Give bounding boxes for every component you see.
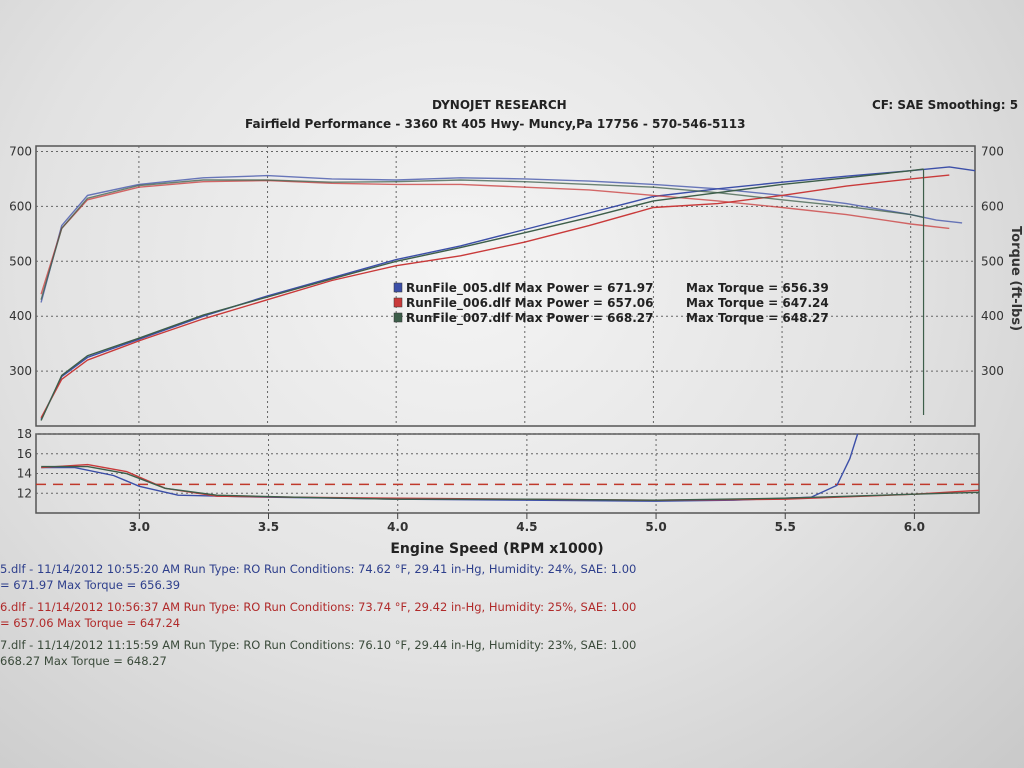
series-line-runfile-007-dlf-torque <box>40 179 924 300</box>
x-axis-label: Engine Speed (RPM x1000) <box>390 541 603 557</box>
series-line-runfile-005-dlf-power <box>40 166 976 420</box>
chart-subtitle: Fairfield Performance - 3360 Rt 405 Hwy-… <box>245 117 746 131</box>
afr-y-tick-label: 16 <box>17 447 32 461</box>
legend-swatch <box>393 297 403 308</box>
y-tick-label-left: 400 <box>9 309 32 323</box>
y-tick-label-left: 700 <box>9 144 32 158</box>
x-tick-label: 5.5 <box>775 520 796 534</box>
footer-run006-line1: 6.dlf - 11/14/2012 10:56:37 AM Run Type:… <box>0 600 637 614</box>
series-line-runfile-005-dlf-torque <box>40 174 963 303</box>
afr-y-tick-label: 14 <box>17 467 32 481</box>
afr-series-line-runfile-005-dlf <box>41 433 859 502</box>
y-tick-label-right: 600 <box>981 199 1004 213</box>
series-line-runfile-006-dlf-power <box>40 174 950 419</box>
legend-torque: Max Torque = 647.24 <box>686 296 829 310</box>
afr-series-line-runfile-007-dlf <box>41 465 980 501</box>
x-tick-label: 4.5 <box>516 520 537 534</box>
x-tick-label: 3.0 <box>129 520 150 534</box>
main-plot-frame <box>35 145 976 427</box>
y-axis-right-label: Torque (ft-lbs) <box>1008 226 1023 331</box>
y-tick-label-right: 700 <box>981 144 1004 158</box>
afr-y-tick-label: 12 <box>17 486 32 500</box>
footer-run005-line2: = 671.97 Max Torque = 656.39 <box>0 578 181 592</box>
legend-torque: Max Torque = 656.39 <box>686 281 829 295</box>
chart-title: DYNOJET RESEARCH <box>432 98 567 112</box>
settings-label: CF: SAE Smoothing: 5 <box>872 98 1019 112</box>
afr-y-tick-label: 18 <box>17 427 32 441</box>
y-tick-label-right: 400 <box>981 309 1004 323</box>
x-tick-label: 6.0 <box>904 520 925 534</box>
x-tick-label: 4.0 <box>387 520 408 534</box>
y-tick-label-right: 500 <box>981 254 1004 268</box>
x-tick-label: 5.0 <box>645 520 666 534</box>
legend-swatch <box>393 312 403 323</box>
y-tick-label-left: 300 <box>9 364 32 378</box>
legend-file-power: RunFile_006.dlf Max Power = 657.06 <box>406 296 653 311</box>
legend-torque: Max Torque = 648.27 <box>686 311 829 325</box>
y-tick-label-left: 600 <box>9 199 32 213</box>
series-line-runfile-007-dlf-power <box>40 168 924 421</box>
series-line-runfile-006-dlf-torque <box>40 179 950 295</box>
y-tick-label-left: 500 <box>9 254 32 268</box>
footer-run006-line2: = 657.06 Max Torque = 647.24 <box>0 616 181 630</box>
x-tick-label: 3.5 <box>258 520 279 534</box>
legend-swatch <box>393 282 403 293</box>
legend-file-power: RunFile_005.dlf Max Power = 671.97 <box>406 281 653 296</box>
footer-run005-line1: 5.dlf - 11/14/2012 10:55:20 AM Run Type:… <box>0 562 637 576</box>
y-tick-label-right: 300 <box>981 364 1004 378</box>
legend-file-power: RunFile_007.dlf Max Power = 668.27 <box>406 311 653 326</box>
footer-run007-line1: 7.dlf - 11/14/2012 11:15:59 AM Run Type:… <box>0 638 637 652</box>
footer-run007-line2: 668.27 Max Torque = 648.27 <box>0 654 167 668</box>
